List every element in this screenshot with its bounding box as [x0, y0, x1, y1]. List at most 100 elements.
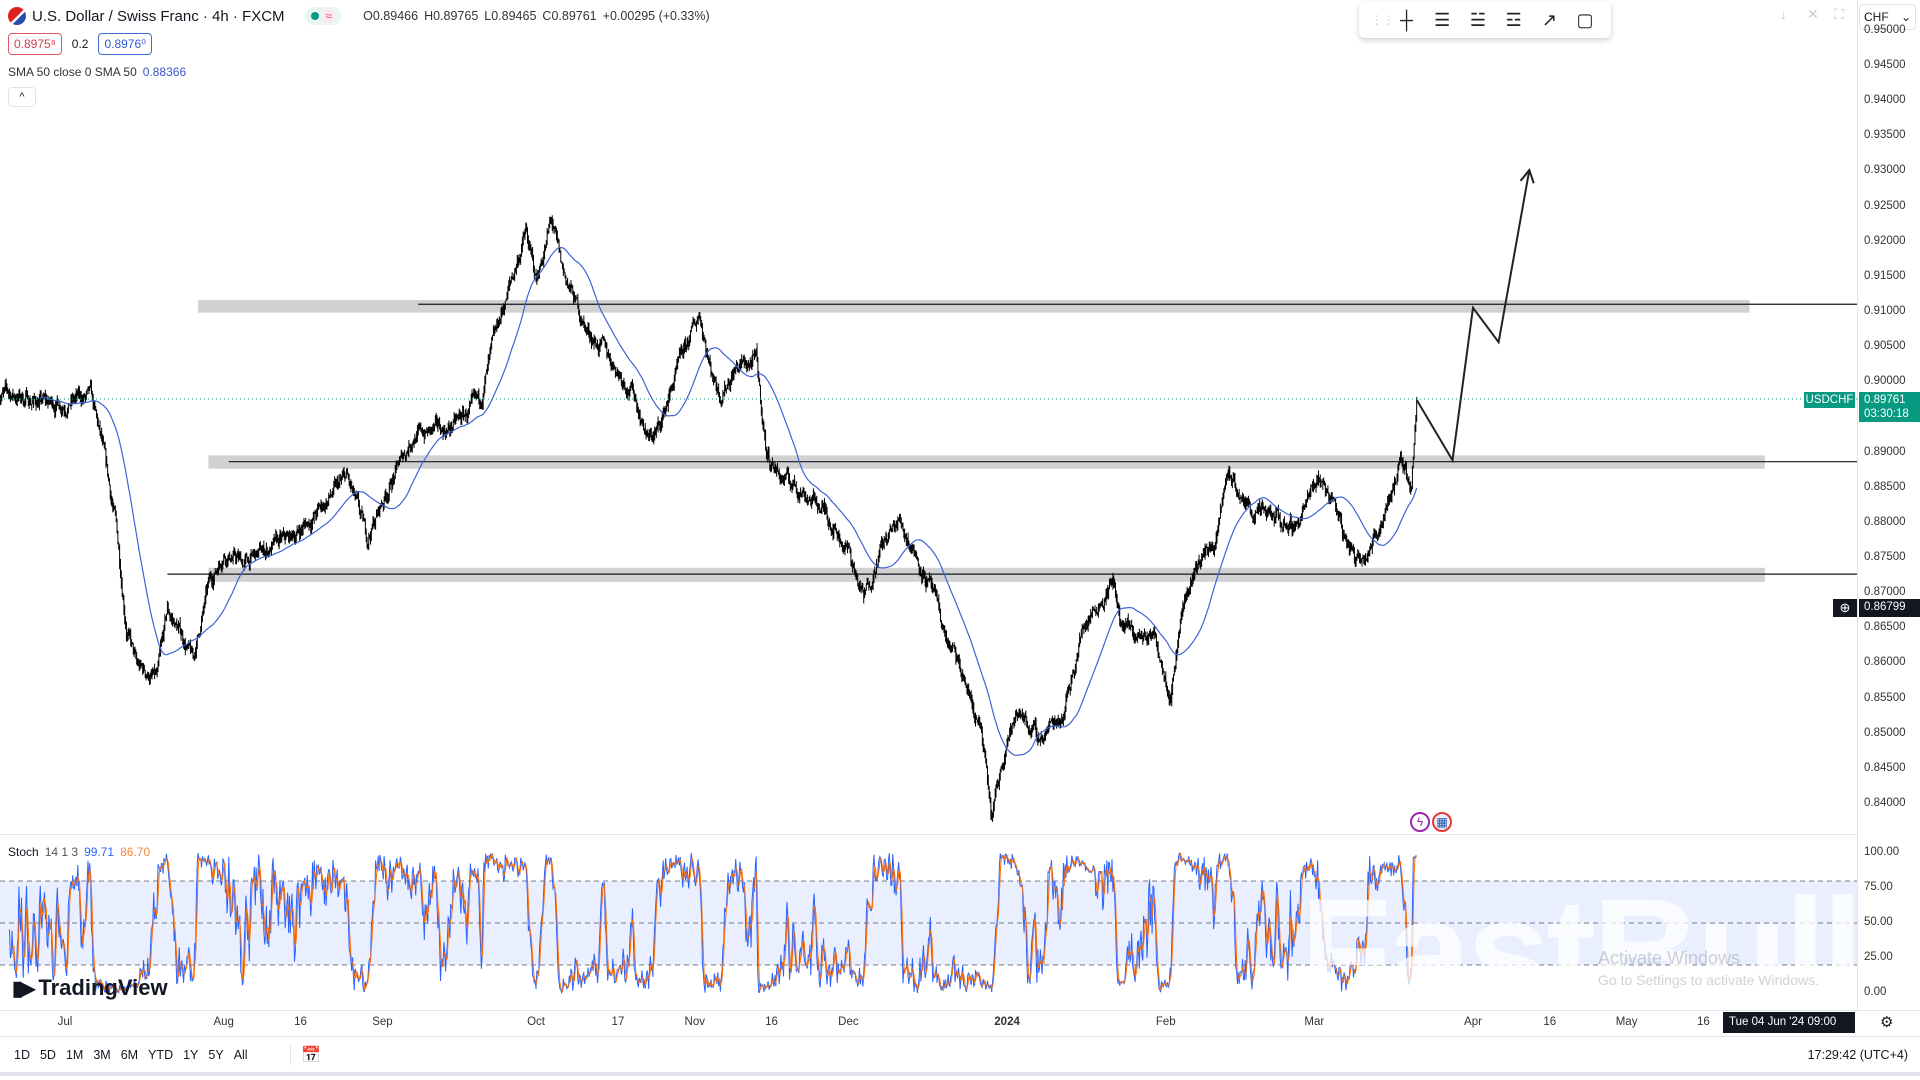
- high-value: H0.89765: [424, 9, 479, 23]
- currency-flag-icon: [8, 7, 26, 25]
- last-price-label: 0.89761 03:30:18: [1859, 392, 1920, 422]
- lightning-event-icon[interactable]: ϟ: [1410, 812, 1430, 832]
- price-tick: 0.84000: [1864, 796, 1906, 809]
- stoch-name: Stoch: [8, 845, 39, 859]
- time-tick: 16: [765, 1016, 778, 1028]
- range-button-1d[interactable]: 1D: [14, 1048, 30, 1062]
- activate-windows-notice: Activate Windows: [1598, 948, 1741, 968]
- sma-legend[interactable]: SMA 50 close 0 SMA 50 0.88366: [8, 65, 186, 79]
- time-tick: Dec: [838, 1016, 859, 1028]
- stoch-tick: 100.00: [1864, 846, 1900, 858]
- bar-countdown: 03:30:18: [1864, 408, 1909, 420]
- price-tick: 0.88000: [1864, 515, 1906, 528]
- time-tick: Aug: [213, 1016, 234, 1028]
- range-button-1m[interactable]: 1M: [65, 1048, 84, 1062]
- stoch-k-value: 99.71: [84, 845, 115, 859]
- rectangle-icon[interactable]: ▢: [1576, 9, 1594, 30]
- stoch-tick: 0.00: [1864, 986, 1887, 998]
- market-status-badge[interactable]: ≈: [304, 7, 342, 25]
- symbol-price-label: USDCHF: [1804, 392, 1855, 408]
- range-button-ytd[interactable]: YTD: [148, 1048, 174, 1062]
- price-tick: 0.85000: [1864, 726, 1906, 739]
- settings-icon[interactable]: ⚙: [1880, 1014, 1894, 1031]
- pane-separator[interactable]: [0, 834, 1857, 835]
- price-tick: 0.84500: [1864, 761, 1906, 774]
- stoch-legend[interactable]: Stoch 14 1 3 99.71 86.70: [8, 845, 150, 859]
- currency-value: CHF: [1864, 10, 1889, 24]
- symbol-title[interactable]: U.S. Dollar / Swiss Franc · 4h · FXCM: [32, 7, 285, 25]
- low-value: L0.89465: [484, 9, 537, 23]
- stoch-params: 14 1 3: [44, 845, 79, 859]
- regression-trend-icon[interactable]: ☲: [1505, 9, 1522, 30]
- time-tick: 16: [1696, 1016, 1710, 1028]
- change-value: +0.00295 (+0.33%): [602, 9, 710, 23]
- tradingview-logo[interactable]: ▮▶ TradingView: [12, 975, 168, 1001]
- drawing-toolbar: ⋮⋮ ┼ ☰ ☱ ☲ ↗ ▢: [1359, 2, 1611, 38]
- currency-select[interactable]: CHF ⌄: [1859, 4, 1916, 30]
- range-button-5d[interactable]: 5D: [39, 1048, 56, 1062]
- time-axis[interactable]: Jul Aug 16 Sep Oct 17 Nov 16 Dec 2024 Feb Mar Apr 16 M…: [0, 1010, 1920, 1035]
- buy-price-button[interactable]: 0.8976⁰: [98, 33, 152, 55]
- open-value: O0.89466: [363, 9, 419, 23]
- sell-price-button[interactable]: 0.8975⁸: [8, 33, 62, 55]
- activate-windows-sub: Go to Settings to activate Windows.: [1598, 972, 1819, 988]
- download-icon[interactable]: ↓: [1780, 6, 1787, 22]
- price-tick: 0.87500: [1864, 550, 1906, 563]
- go-to-date-icon[interactable]: 📅: [290, 1045, 321, 1065]
- projection-arrowhead-icon: [1519, 167, 1535, 184]
- stoch-tick: 25.00: [1864, 951, 1893, 963]
- collapse-icon[interactable]: ✕: [1807, 6, 1819, 22]
- crosshair-icon[interactable]: ┼: [1400, 9, 1413, 30]
- candles: [0, 215, 1418, 822]
- price-tick: 0.94500: [1864, 59, 1906, 71]
- crosshair-date-label: Tue 04 Jun '24 09:00: [1723, 1012, 1855, 1033]
- time-tick: Nov: [684, 1016, 705, 1028]
- price-tick: 0.91500: [1864, 269, 1906, 282]
- horizontal-lines-icon[interactable]: ☰: [1434, 9, 1451, 30]
- chart-header: U.S. Dollar / Swiss Franc · 4h · FXCM ≈ …: [8, 7, 710, 25]
- price-tick: 0.93500: [1864, 129, 1906, 142]
- time-tick: 16: [1543, 1016, 1557, 1028]
- tradingview-wordmark: TradingView: [38, 975, 168, 1000]
- date-range-buttons: 1D 5D 1M 3M 6M YTD 1Y 5Y All: [14, 1048, 248, 1062]
- clock-timezone[interactable]: 17:29:42 (UTC+4): [1807, 1048, 1908, 1062]
- bottom-toolbar: 1D 5D 1M 3M 6M YTD 1Y 5Y All 📅 17:29:42 (UTC+4): [0, 1036, 1920, 1076]
- time-tick: 17: [611, 1016, 625, 1028]
- stoch-d-line: [10, 852, 1417, 994]
- price-tick: 0.92500: [1864, 199, 1906, 212]
- stoch-d-value: 86.70: [120, 845, 151, 859]
- approx-icon: ≈: [322, 9, 336, 23]
- sma-label: SMA 50 close 0 SMA 50: [8, 65, 137, 79]
- close-value: C0.89761: [542, 9, 597, 23]
- price-tick: 0.93000: [1864, 164, 1906, 177]
- range-button-all[interactable]: All: [233, 1048, 248, 1062]
- ohlc-values: O0.89466 H0.89765 L0.89465 C0.89761 +0.0…: [363, 9, 710, 23]
- path-icon[interactable]: ↗: [1541, 9, 1557, 30]
- add-alert-plus-icon[interactable]: ⊕: [1833, 599, 1857, 617]
- price-tick: 0.86000: [1864, 656, 1906, 669]
- range-button-1y[interactable]: 1Y: [183, 1048, 199, 1062]
- us-economic-event-icon[interactable]: ▦: [1432, 812, 1452, 832]
- range-button-3m[interactable]: 3M: [93, 1048, 111, 1062]
- market-open-dot-icon: [310, 12, 319, 20]
- range-button-6m[interactable]: 6M: [120, 1048, 139, 1062]
- bid-ask-row: 0.8975⁸ 0.2 0.8976⁰: [8, 33, 152, 55]
- parallel-channel-icon[interactable]: ☱: [1469, 9, 1487, 30]
- time-tick: Feb: [1155, 1016, 1176, 1028]
- time-tick: 16: [294, 1016, 307, 1028]
- price-tick: 0.85500: [1864, 691, 1906, 704]
- chart-canvas[interactable]: [0, 0, 1857, 1010]
- drag-handle-icon[interactable]: ⋮⋮: [1370, 13, 1395, 27]
- spread-value: 0.2: [71, 37, 89, 51]
- price-tick: 0.90500: [1864, 340, 1906, 353]
- fullscreen-icon[interactable]: ⛶: [1834, 6, 1844, 22]
- collapse-legend-button[interactable]: ^: [8, 87, 36, 107]
- price-tick: 0.94000: [1864, 94, 1906, 107]
- price-tick: 0.87000: [1864, 586, 1906, 599]
- chevron-down-icon: ⌄: [1900, 10, 1911, 24]
- support-resistance-zone: [208, 567, 1765, 582]
- crosshair-price-label: 0.86799: [1859, 599, 1920, 617]
- range-button-5y[interactable]: 5Y: [208, 1048, 224, 1062]
- price-tick: 0.92000: [1864, 234, 1906, 247]
